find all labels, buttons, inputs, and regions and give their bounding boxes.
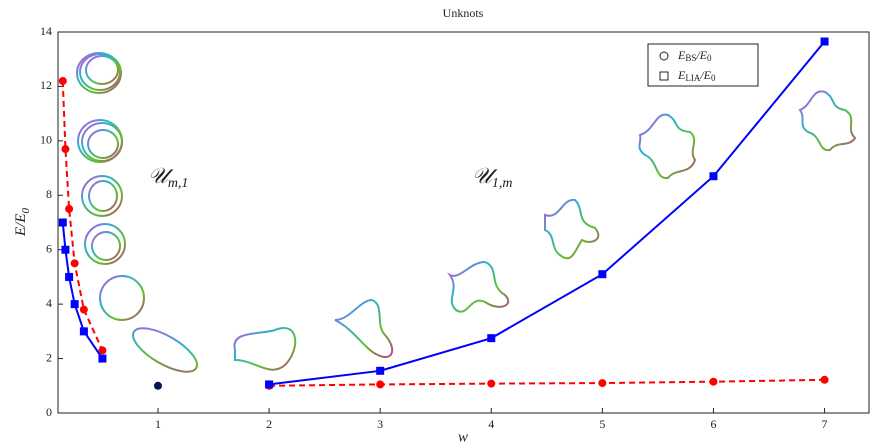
legend-label-sub: 0 <box>711 73 716 83</box>
annotation-sub: m,1 <box>168 176 189 191</box>
y-axis-label-sub: 0 <box>20 208 32 214</box>
data-point <box>59 219 67 227</box>
data-point <box>821 38 829 46</box>
data-point <box>265 380 273 388</box>
legend-label-sub: LIA <box>685 73 700 83</box>
annotation-sub: 1,m <box>492 176 513 191</box>
data-point <box>61 145 69 153</box>
y-tick-label: 2 <box>46 350 52 364</box>
x-tick-label: 4 <box>488 417 494 431</box>
data-point <box>821 376 829 384</box>
data-point <box>487 334 495 342</box>
y-tick-label: 10 <box>40 133 52 147</box>
data-point <box>376 367 384 375</box>
y-axis-label-main: E/E <box>13 214 29 238</box>
data-point <box>98 355 106 363</box>
data-point <box>71 300 79 308</box>
y-tick-label: 0 <box>46 405 52 419</box>
x-tick-label: 3 <box>377 417 383 431</box>
legend-label-sub: 0 <box>707 53 712 63</box>
data-point <box>487 380 495 388</box>
x-tick-label: 5 <box>599 417 605 431</box>
legend-label-main: /E <box>695 48 707 62</box>
y-tick-label: 12 <box>40 78 52 92</box>
x-tick-label: 2 <box>266 417 272 431</box>
data-point <box>80 306 88 314</box>
data-point <box>80 327 88 335</box>
y-tick-label: 6 <box>46 241 52 255</box>
data-point <box>61 246 69 254</box>
data-point <box>709 378 717 386</box>
data-point <box>376 380 384 388</box>
knot-illustrations <box>77 53 855 380</box>
annotation: 𝒰1,m <box>472 163 512 191</box>
data-point <box>598 379 606 387</box>
y-axis-label: E/E0 <box>13 208 31 238</box>
y-tick-label: 14 <box>40 24 52 38</box>
y-tick-label: 8 <box>46 187 52 201</box>
data-point <box>71 259 79 267</box>
x-axis-label: w <box>458 429 468 445</box>
x-tick-label: 1 <box>155 417 161 431</box>
x-tick-label: 6 <box>710 417 716 431</box>
chart: Unknots w E/E0 𝒰m,1 𝒰1,m 024681012141234… <box>0 0 879 448</box>
annotation: 𝒰m,1 <box>148 163 188 191</box>
series-line <box>269 380 824 386</box>
plot-frame <box>58 32 869 413</box>
chart-title: Unknots <box>443 6 484 20</box>
data-point <box>65 205 73 213</box>
legend-label-sub: BS <box>685 53 696 63</box>
data-point <box>65 273 73 281</box>
data-point <box>154 382 162 390</box>
data-point <box>709 172 717 180</box>
x-tick-label: 7 <box>822 417 828 431</box>
legend-label-main: /E <box>699 68 711 82</box>
y-tick-label: 4 <box>46 296 52 310</box>
data-point <box>59 77 67 85</box>
data-point <box>598 270 606 278</box>
